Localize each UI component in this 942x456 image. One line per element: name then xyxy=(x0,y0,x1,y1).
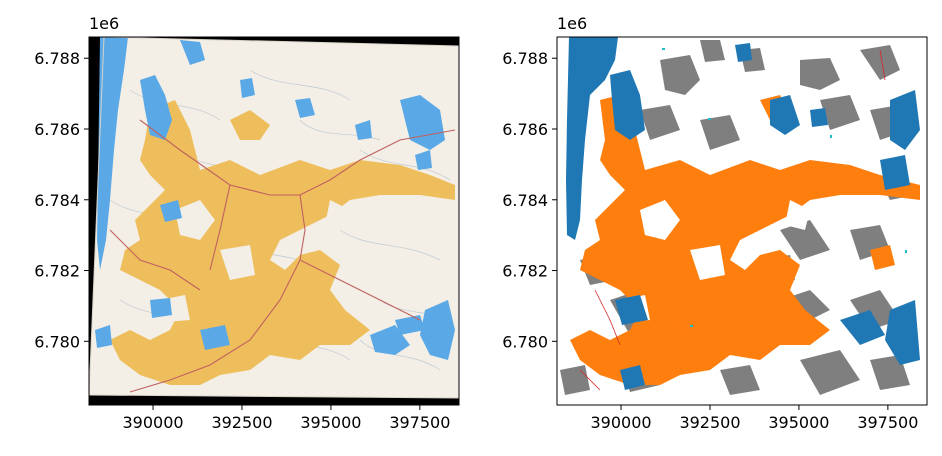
left-map-raster xyxy=(89,37,459,405)
right-axes-frame xyxy=(556,36,928,406)
x-tick-label: 397500 xyxy=(389,413,450,432)
urban-gaps xyxy=(160,200,350,322)
left-map-panel: 390000 392500 395000 397500 6.780 6.782 6.784… xyxy=(34,14,460,432)
red-class-lines xyxy=(579,49,886,391)
cyan-class-speckles xyxy=(662,48,907,327)
water-bodies xyxy=(95,37,455,360)
y-tick-label: 6.782 xyxy=(502,262,548,281)
map-sheet-border xyxy=(89,37,459,399)
roads xyxy=(109,119,456,393)
y-tick-label: 6.788 xyxy=(502,49,548,68)
right-y-offset-label: 1e6 xyxy=(557,14,587,33)
right-y-ticks: 6.780 6.782 6.784 6.786 6.788 xyxy=(502,49,557,351)
x-tick-label: 392500 xyxy=(211,413,272,432)
urban-areas xyxy=(110,100,455,385)
blue-class-patches xyxy=(566,37,920,390)
orange-class-patches xyxy=(570,95,920,385)
left-y-offset-label: 1e6 xyxy=(89,14,119,33)
x-tick-label: 392500 xyxy=(679,413,740,432)
right-map-raster xyxy=(557,37,927,405)
x-tick-label: 390000 xyxy=(590,413,651,432)
left-x-ticks: 390000 392500 395000 397500 xyxy=(122,405,450,432)
x-tick-label: 395000 xyxy=(300,413,361,432)
y-tick-label: 6.786 xyxy=(34,120,80,139)
y-tick-label: 6.786 xyxy=(502,120,548,139)
y-tick-label: 6.782 xyxy=(34,262,80,281)
x-tick-label: 397500 xyxy=(857,413,918,432)
right-map-panel: 390000 392500 395000 397500 6.780 6.782 6.784… xyxy=(502,14,928,432)
left-y-ticks: 6.780 6.782 6.784 6.786 6.788 xyxy=(34,49,89,351)
y-tick-label: 6.784 xyxy=(502,191,548,210)
x-tick-label: 395000 xyxy=(768,413,829,432)
x-tick-label: 390000 xyxy=(122,413,183,432)
right-x-ticks: 390000 392500 395000 397500 xyxy=(590,405,918,432)
y-tick-label: 6.784 xyxy=(34,191,80,210)
y-tick-label: 6.780 xyxy=(34,332,80,351)
y-tick-label: 6.788 xyxy=(34,49,80,68)
y-tick-label: 6.780 xyxy=(502,332,548,351)
left-axes-frame xyxy=(88,36,460,406)
